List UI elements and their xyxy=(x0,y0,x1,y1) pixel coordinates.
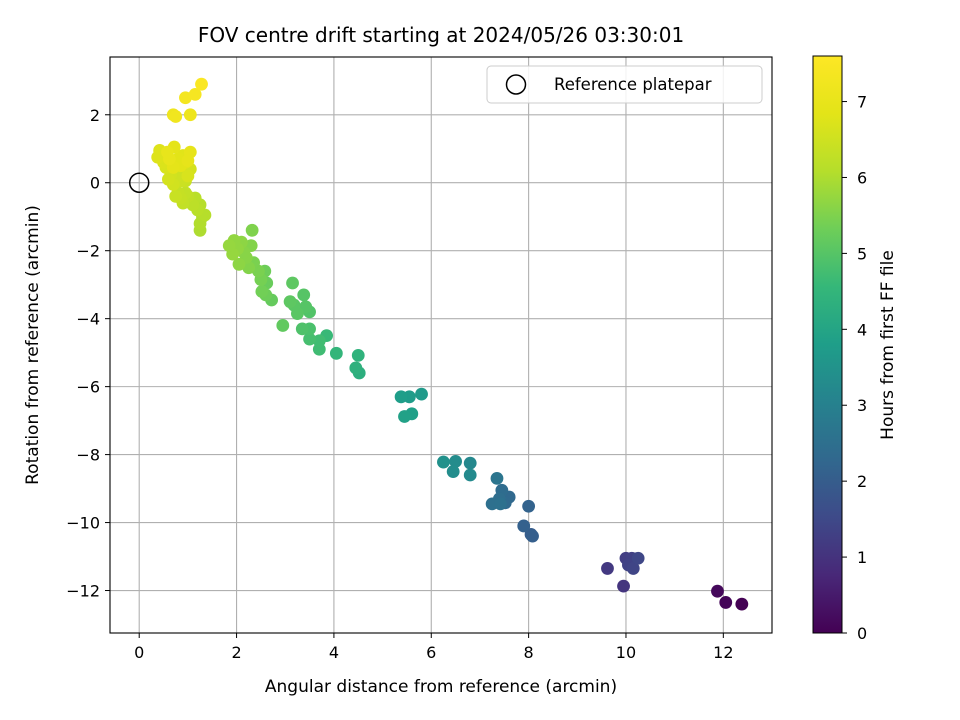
data-point xyxy=(351,348,365,362)
data-point xyxy=(162,172,175,186)
colorbar: 0 1 2 3 4 5 6 7 Hours from first FF file xyxy=(812,55,898,643)
data-point xyxy=(181,154,195,168)
colorbar-tick-label: 0 xyxy=(857,624,867,643)
data-point xyxy=(276,319,290,332)
colorbar-ticks: 0 1 2 3 4 5 6 7 xyxy=(842,93,867,643)
x-axis-label: Angular distance from reference (arcmin) xyxy=(265,677,617,697)
data-point xyxy=(631,551,645,565)
data-point xyxy=(195,77,208,91)
y-tick-label: −4 xyxy=(76,310,100,329)
grid-lines xyxy=(110,57,772,633)
chart-title: FOV centre drift starting at 2024/05/26 … xyxy=(198,23,684,47)
data-point xyxy=(415,387,428,401)
data-point xyxy=(711,584,724,598)
x-tick-label: 6 xyxy=(426,643,436,662)
colorbar-tick-label: 4 xyxy=(857,320,867,339)
colorbar-gradient xyxy=(812,55,843,634)
data-point xyxy=(312,334,326,348)
colorbar-tick-label: 5 xyxy=(857,244,867,263)
y-tick-label: −12 xyxy=(66,582,100,601)
data-point xyxy=(188,87,202,101)
data-points xyxy=(151,77,749,611)
data-point xyxy=(245,223,259,237)
y-tick-label: 2 xyxy=(90,106,100,125)
y-tick-label: 0 xyxy=(90,174,100,193)
data-point xyxy=(719,596,733,609)
data-point xyxy=(179,91,192,105)
y-tick-label: −10 xyxy=(66,514,100,533)
colorbar-tick-label: 3 xyxy=(857,396,867,415)
y-tick-label: −6 xyxy=(76,378,100,397)
data-point xyxy=(297,288,311,302)
data-point xyxy=(463,456,477,470)
data-point xyxy=(161,145,174,159)
x-tick-label: 2 xyxy=(231,643,241,662)
x-tick-label: 12 xyxy=(713,643,733,662)
data-point xyxy=(151,150,165,164)
data-point xyxy=(394,390,408,404)
plot-area-frame xyxy=(109,56,773,634)
x-tick-label: 8 xyxy=(524,643,534,662)
data-point xyxy=(522,499,536,513)
y-axis-label: Rotation from reference (arcmin) xyxy=(23,205,43,485)
data-point xyxy=(232,257,246,271)
data-point xyxy=(735,597,749,611)
data-point xyxy=(617,579,630,593)
reference-platepar-marker xyxy=(128,172,150,193)
legend-entry-label: Reference platepar xyxy=(554,75,712,94)
data-point xyxy=(626,562,640,575)
data-point xyxy=(398,410,411,423)
data-point xyxy=(286,276,299,290)
colorbar-tick-label: 7 xyxy=(857,93,867,112)
y-axis: −12 −10 −8 −6 −4 −2 0 2 xyxy=(66,106,110,601)
data-point xyxy=(493,497,507,511)
data-point xyxy=(463,468,477,482)
data-point xyxy=(255,285,269,298)
data-point xyxy=(517,519,531,533)
data-point xyxy=(222,239,236,253)
data-point xyxy=(169,189,183,203)
x-tick-label: 0 xyxy=(134,643,144,662)
data-point xyxy=(329,346,343,360)
data-point xyxy=(181,169,195,183)
data-point xyxy=(437,455,450,469)
colorbar-tick-label: 1 xyxy=(857,548,867,567)
x-tick-label: 4 xyxy=(329,643,339,662)
colorbar-tick-label: 6 xyxy=(857,168,867,187)
data-point xyxy=(242,261,256,275)
legend: Reference platepar xyxy=(486,65,763,104)
legend-box xyxy=(486,65,763,104)
legend-reference-marker-icon xyxy=(505,74,527,95)
x-axis: 0 2 4 6 8 10 12 xyxy=(134,633,734,662)
y-tick-label: −2 xyxy=(76,242,100,261)
data-point xyxy=(183,108,197,122)
data-point xyxy=(303,332,316,346)
colorbar-tick-label: 2 xyxy=(857,472,867,491)
data-point xyxy=(449,454,463,468)
data-point xyxy=(490,471,504,485)
data-point xyxy=(349,361,363,375)
data-point xyxy=(295,322,309,336)
y-tick-label: −8 xyxy=(76,446,100,465)
data-point xyxy=(526,529,539,543)
x-tick-label: 10 xyxy=(616,643,636,662)
data-point xyxy=(169,110,183,123)
data-point xyxy=(283,295,297,309)
data-point xyxy=(446,465,460,478)
data-point xyxy=(601,562,614,575)
colorbar-label: Hours from first FF file xyxy=(878,250,898,440)
